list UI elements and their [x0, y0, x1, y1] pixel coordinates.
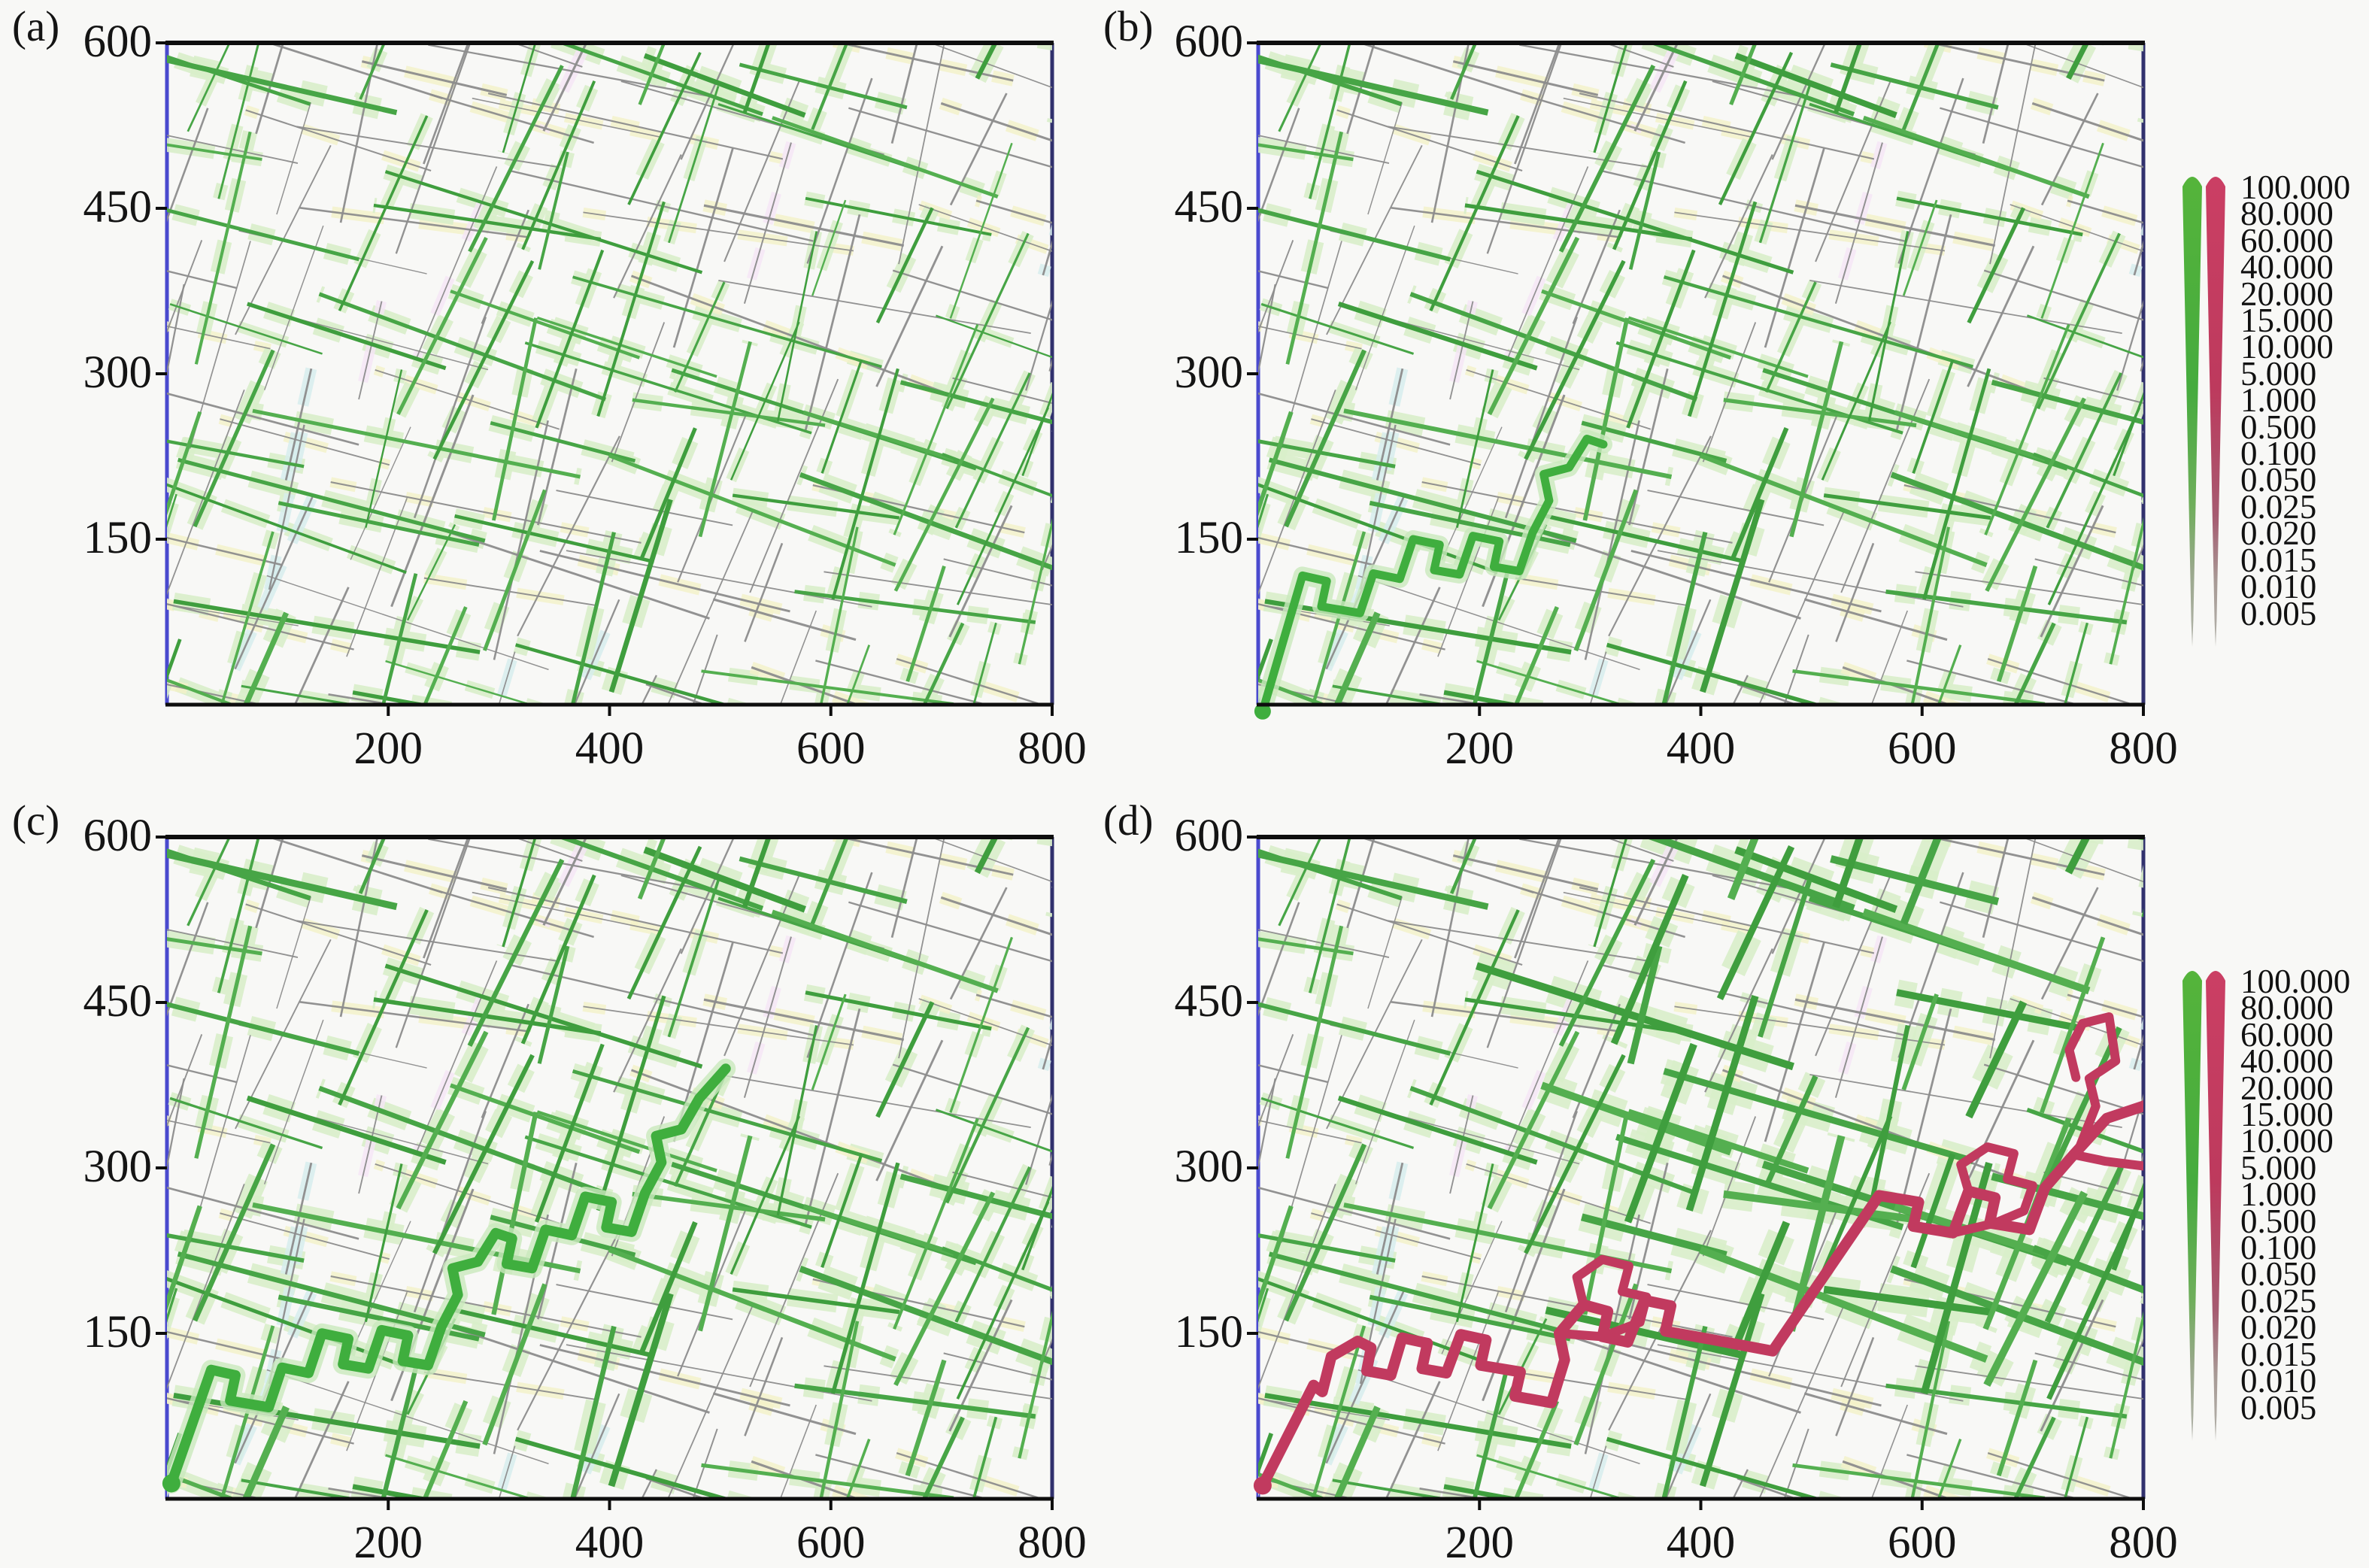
y-tick-label: 150: [83, 1307, 153, 1357]
legend-value: 0.050: [2240, 1255, 2317, 1294]
x-tick-label: 800: [2109, 723, 2178, 774]
x-tick-label: 800: [1018, 1518, 1087, 1568]
y-tick-label: 600: [1174, 811, 1244, 861]
legend-value: 0.010: [2240, 1362, 2317, 1400]
y-tick-label: 150: [83, 513, 153, 563]
legend-aperture-bar-crimson: [2206, 177, 2225, 647]
panel-letter-b: (b): [1103, 3, 1154, 50]
y-tick-label: 150: [1174, 513, 1244, 563]
legend-value: 80.000: [2240, 195, 2334, 233]
y-tick-label: 600: [83, 17, 153, 67]
legend-value: 15.000: [2240, 302, 2334, 340]
legend-value: 0.100: [2240, 435, 2317, 473]
backbone-loop-2: [2064, 1012, 2121, 1153]
legend-value: 80.000: [2240, 989, 2334, 1027]
legend-value: 0.020: [2240, 1309, 2317, 1347]
y-tick-label: 450: [1174, 182, 1244, 232]
y-tick-label: 450: [83, 182, 153, 232]
legend-value: 0.025: [2240, 487, 2317, 526]
y-tick-label: 300: [83, 347, 153, 398]
legend-value: 0.020: [2240, 514, 2317, 553]
legend-value: 0.500: [2240, 408, 2317, 446]
panel-letter-c: (c): [12, 797, 60, 845]
legend-value: 5.000: [2240, 1148, 2317, 1187]
legend-value: 40.000: [2240, 1042, 2334, 1081]
legend-value: 40.000: [2240, 248, 2334, 287]
backbone-loop-3: [2069, 1150, 2143, 1171]
y-tick-label: 600: [83, 811, 153, 861]
network-plot-d: [1247, 835, 2146, 1510]
backbone-loop-0: [1555, 1254, 1652, 1342]
legend-value: 0.010: [2240, 568, 2317, 606]
y-tick-label: 300: [83, 1142, 153, 1192]
x-tick-label: 800: [1018, 723, 1087, 774]
x-tick-label: 200: [353, 1518, 423, 1568]
legend-aperture-bar-green: [2182, 971, 2202, 1441]
x-tick-label: 400: [575, 1518, 645, 1568]
legend-b: 100.000 80.000 60.000 40.000 20.000 15.000 10.…: [2176, 170, 2369, 659]
source-dot: [1254, 702, 1271, 720]
legend-value: 100.000: [2240, 963, 2351, 1000]
legend-value: 20.000: [2240, 274, 2334, 313]
x-tick-label: 600: [1888, 1518, 1957, 1568]
panel-letter-a: (a): [12, 3, 60, 50]
legend-value: 0.015: [2240, 541, 2317, 579]
x-tick-label: 800: [2109, 1518, 2178, 1568]
legend-value: 20.000: [2240, 1069, 2334, 1107]
legend-aperture-bar-crimson: [2206, 971, 2225, 1441]
legend-value: 0.005: [2240, 594, 2317, 632]
legend-value: 0.005: [2240, 1388, 2317, 1427]
legend-values: 100.000 80.000 60.000 40.000 20.000 15.000 10.…: [2240, 963, 2369, 1427]
legend-value: 0.100: [2240, 1229, 2317, 1267]
legend-d: 100.000 80.000 60.000 40.000 20.000 15.000 10.…: [2176, 964, 2369, 1453]
backbone-path: [1258, 1100, 2143, 1491]
y-tick-label: 450: [1174, 976, 1244, 1027]
y-tick-label: 150: [1174, 1307, 1244, 1357]
legend-values: 100.000 80.000 60.000 40.000 20.000 15.000 10.…: [2240, 168, 2369, 632]
y-tick-label: 600: [1174, 17, 1244, 67]
x-tick-label: 600: [1888, 723, 1957, 774]
legend-value: 10.000: [2240, 1122, 2334, 1160]
x-tick-label: 600: [796, 1518, 866, 1568]
panel-letter-d: (d): [1103, 797, 1154, 845]
legend-value: 5.000: [2240, 354, 2317, 393]
x-tick-label: 400: [1666, 723, 1736, 774]
legend-value: 0.025: [2240, 1281, 2317, 1320]
source-dot: [1253, 1476, 1272, 1495]
x-tick-label: 200: [1445, 723, 1515, 774]
legend-value: 1.000: [2240, 381, 2317, 420]
legend-value: 1.000: [2240, 1175, 2317, 1214]
legend-value: 60.000: [2240, 221, 2334, 259]
backbone-loop-1: [1948, 1142, 2037, 1238]
legend-aperture-bar-green: [2182, 177, 2202, 647]
y-tick-label: 300: [1174, 1142, 1244, 1192]
legend-value: 60.000: [2240, 1015, 2334, 1054]
network-plot-a: [156, 41, 1054, 716]
legend-value: 100.000: [2240, 168, 2351, 206]
legend-value: 0.015: [2240, 1335, 2317, 1373]
x-tick-label: 200: [1445, 1518, 1515, 1568]
legend-bars-b: [2182, 177, 2225, 647]
y-tick-label: 300: [1174, 347, 1244, 398]
x-tick-label: 400: [1666, 1518, 1736, 1568]
legend-value: 10.000: [2240, 328, 2334, 366]
x-tick-label: 600: [796, 723, 866, 774]
legend-value: 0.500: [2240, 1202, 2317, 1240]
flow-channel-path: [167, 1063, 731, 1489]
y-tick-label: 450: [83, 976, 153, 1027]
network-plot-b: [1247, 41, 2146, 720]
network-plot-c: [156, 835, 1054, 1510]
x-tick-label: 400: [575, 723, 645, 774]
x-tick-label: 200: [353, 723, 423, 774]
source-dot: [162, 1474, 180, 1493]
legend-bars-d: [2182, 971, 2225, 1441]
legend-value: 15.000: [2240, 1096, 2334, 1134]
flow-channel-path: [1260, 435, 1608, 705]
legend-value: 0.050: [2240, 461, 2317, 499]
